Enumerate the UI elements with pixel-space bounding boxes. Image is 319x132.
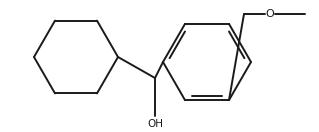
Text: OH: OH	[147, 119, 163, 129]
Text: O: O	[266, 9, 274, 19]
